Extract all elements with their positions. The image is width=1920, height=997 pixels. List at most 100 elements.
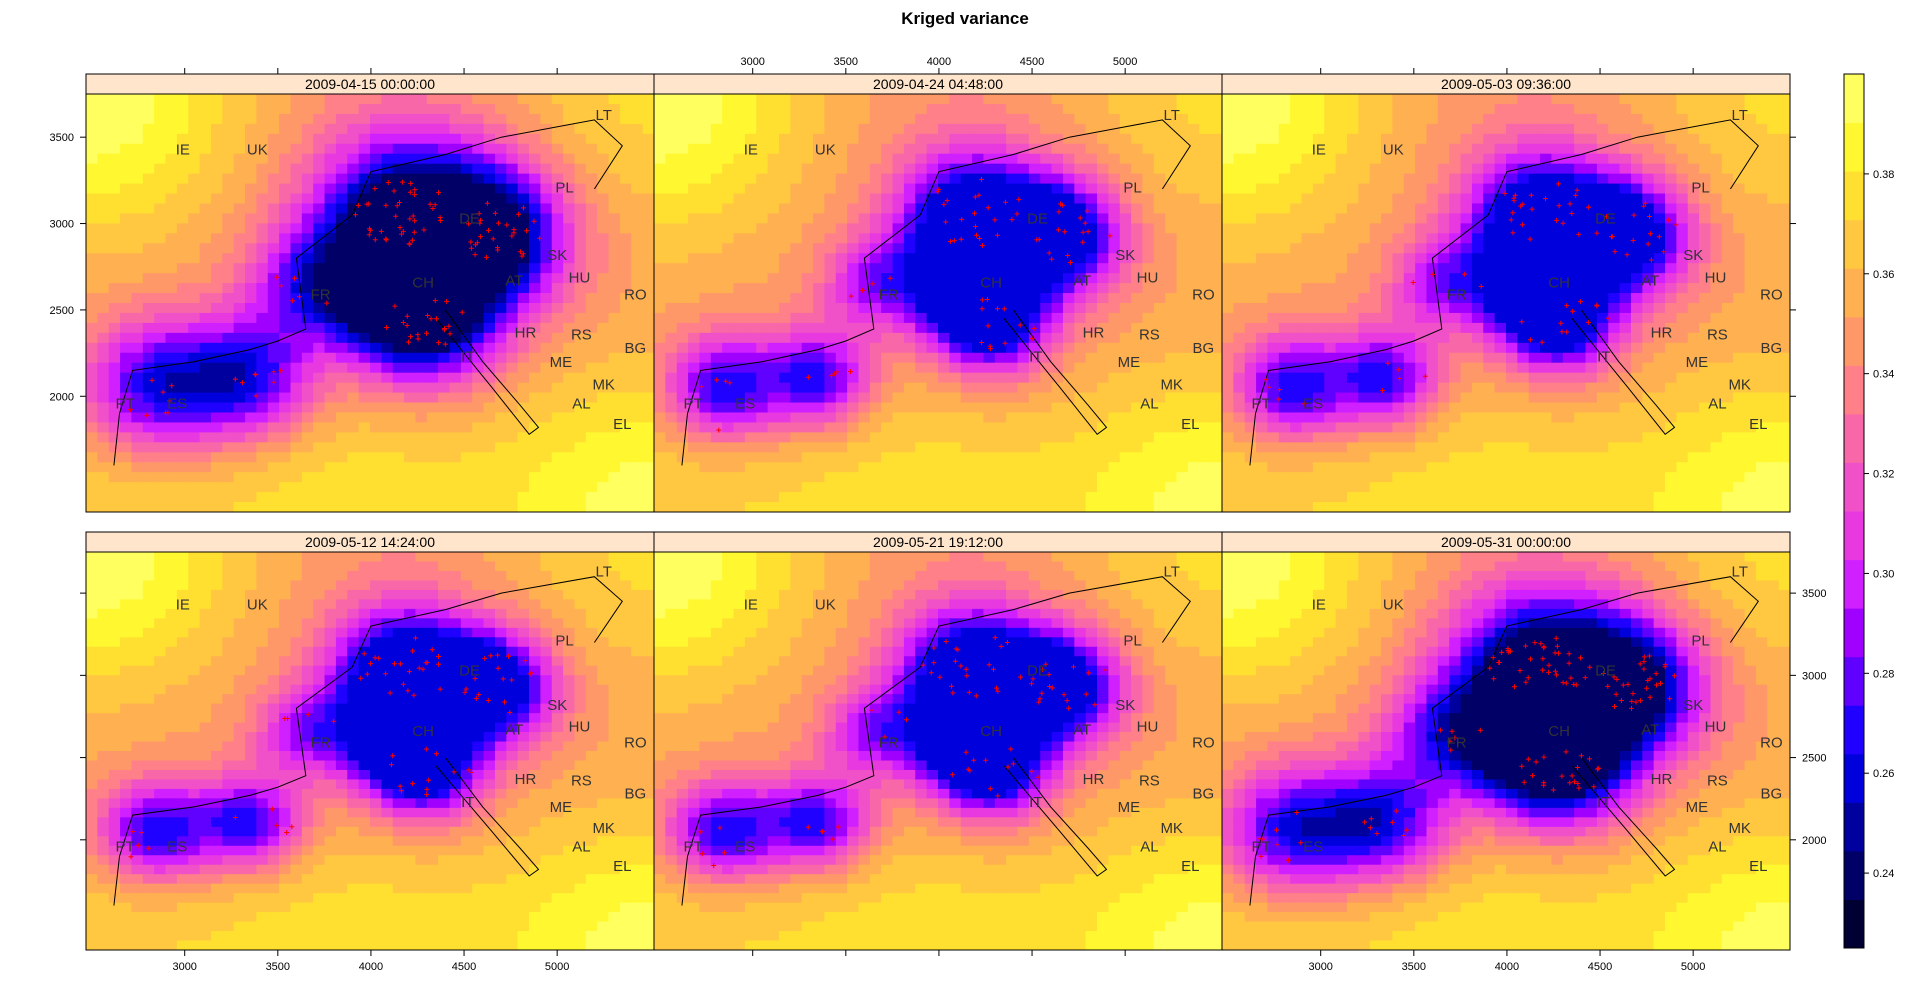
variance-cell: [1153, 283, 1166, 294]
variance-cell: [1222, 412, 1234, 424]
variance-cell: [347, 402, 360, 414]
variance-cell: [1097, 243, 1109, 254]
variance-cell: [449, 372, 462, 384]
variance-cell: [597, 422, 610, 433]
variance-cell: [938, 442, 950, 453]
variance-cell: [97, 452, 110, 463]
station-markers: [128, 179, 543, 418]
variance-cell: [199, 293, 212, 304]
variance-cell: [699, 173, 712, 185]
station-marker: [366, 232, 372, 238]
variance-cell: [619, 312, 632, 324]
variance-cell: [1051, 472, 1064, 483]
variance-cell: [1301, 392, 1314, 404]
variance-cell: [1335, 94, 1348, 105]
variance-cell: [1267, 113, 1280, 125]
variance-cell: [381, 213, 394, 224]
variance-cell: [165, 133, 178, 145]
variance-cell: [358, 432, 371, 443]
variance-cell: [154, 372, 167, 384]
country-label: PT: [684, 395, 703, 412]
variance-cell: [176, 213, 189, 224]
variance-cell: [1153, 492, 1166, 503]
station-marker: [870, 281, 876, 287]
variance-cell: [654, 392, 666, 404]
variance-cell: [154, 283, 167, 294]
variance-cell: [619, 143, 632, 155]
variance-cell: [563, 163, 576, 175]
variance-cell: [688, 452, 701, 463]
variance-cell: [756, 502, 769, 512]
variance-cell: [404, 94, 417, 105]
variance-cell: [813, 492, 825, 503]
variance-cell: [1290, 372, 1303, 384]
variance-cell: [245, 312, 257, 324]
variance-cell: [574, 223, 587, 234]
variance-cell: [1085, 482, 1098, 493]
variance-cell: [778, 432, 791, 443]
variance-cell: [1142, 243, 1155, 254]
variance-cell: [165, 502, 178, 512]
variance-cell: [983, 183, 996, 195]
variance-cell: [972, 113, 985, 125]
variance-cell: [1085, 153, 1098, 165]
variance-cell: [449, 163, 462, 175]
coastline: [113, 119, 623, 466]
variance-cell: [710, 103, 723, 115]
variance-cell: [699, 422, 712, 433]
variance-cell: [540, 183, 553, 195]
variance-cell: [631, 113, 644, 125]
variance-cell: [619, 273, 632, 284]
variance-cell: [1028, 382, 1041, 394]
variance-cell: [1097, 143, 1109, 155]
variance-cell: [392, 163, 405, 175]
variance-cell: [1108, 482, 1121, 493]
variance-cell: [563, 153, 576, 165]
variance-cell: [210, 263, 223, 274]
variance-cell: [188, 312, 201, 324]
variance-cell: [381, 283, 394, 294]
variance-cell: [1358, 482, 1371, 493]
variance-cell: [1210, 402, 1222, 414]
variance-cell: [483, 372, 496, 384]
variance-cell: [199, 143, 212, 155]
variance-cell: [858, 392, 871, 404]
variance-cell: [631, 482, 644, 493]
variance-cell: [642, 382, 654, 394]
variance-cell: [642, 103, 654, 115]
variance-cell: [915, 322, 928, 334]
variance-cell: [222, 143, 235, 155]
variance-cell: [710, 482, 723, 493]
variance-cell: [290, 213, 303, 224]
variance-cell: [142, 163, 155, 175]
variance-cell: [881, 273, 894, 284]
variance-cell: [233, 223, 246, 234]
variance-cell: [301, 303, 314, 314]
variance-cell: [642, 273, 654, 284]
variance-cell: [1199, 392, 1212, 404]
variance-cell: [881, 322, 894, 334]
variance-cell: [301, 133, 314, 145]
variance-cell: [733, 422, 746, 433]
variance-cell: [688, 213, 701, 224]
variance-cell: [585, 382, 598, 394]
variance-cell: [142, 482, 155, 493]
variance-cell: [154, 352, 167, 364]
variance-cell: [517, 233, 530, 244]
variance-cell: [438, 312, 451, 324]
variance-cell: [1312, 193, 1325, 205]
station-marker: [412, 192, 418, 198]
variance-cell: [778, 133, 791, 145]
variance-cell: [847, 432, 860, 443]
variance-cell: [1051, 442, 1064, 453]
variance-cell: [1267, 492, 1280, 503]
variance-cell: [926, 243, 939, 254]
variance-cell: [835, 193, 848, 205]
variance-cell: [892, 452, 905, 463]
variance-cell: [597, 193, 610, 205]
variance-cell: [665, 352, 678, 364]
variance-cell: [1006, 422, 1019, 433]
variance-cell: [994, 372, 1007, 384]
variance-cell: [710, 502, 723, 512]
variance-cell: [188, 452, 201, 463]
